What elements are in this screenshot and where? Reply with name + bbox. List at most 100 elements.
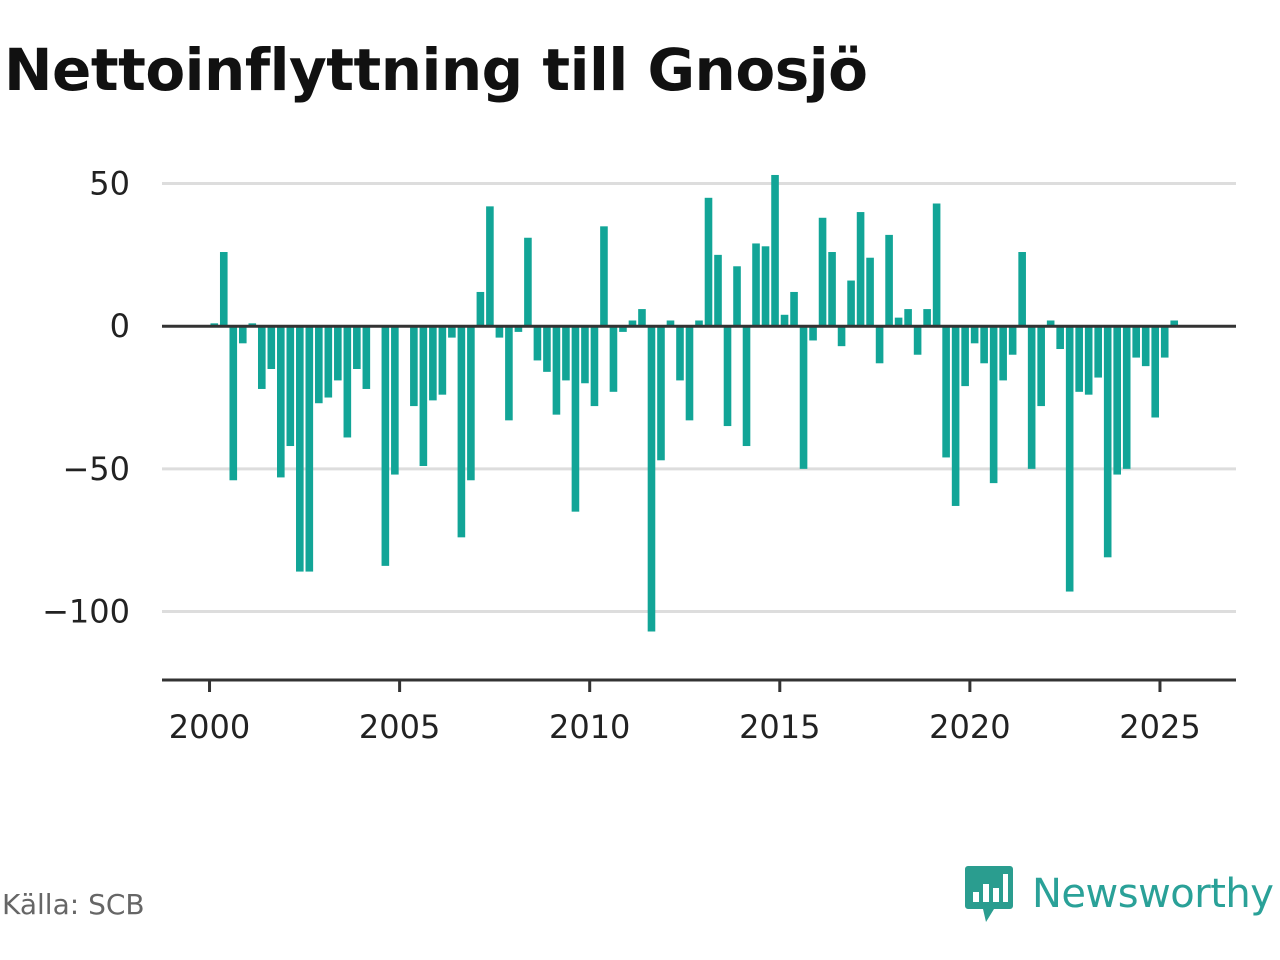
bar — [438, 326, 447, 395]
gridlines — [162, 182, 1236, 614]
x-tick-label: 2020 — [929, 708, 1010, 746]
bar — [1008, 326, 1017, 355]
bar — [1075, 326, 1083, 392]
bar — [296, 326, 304, 572]
bar — [932, 203, 941, 327]
bar — [419, 326, 428, 467]
x-tick-label: 2025 — [1119, 708, 1200, 746]
bar — [334, 326, 342, 381]
bar — [267, 326, 276, 369]
bar — [457, 326, 466, 538]
bar — [229, 326, 238, 481]
bar — [277, 326, 285, 478]
bar — [1065, 326, 1074, 592]
bar — [923, 309, 931, 327]
bar — [305, 326, 314, 572]
bar — [1056, 326, 1064, 350]
bar — [315, 326, 323, 404]
bar — [894, 317, 903, 327]
y-tick-label: −50 — [62, 450, 130, 488]
bar — [723, 326, 732, 427]
bar — [524, 237, 532, 327]
bar — [913, 326, 922, 355]
bar — [1037, 326, 1045, 407]
bar — [704, 197, 713, 327]
bar — [999, 326, 1007, 381]
bar — [571, 326, 580, 512]
bar — [381, 326, 390, 566]
x-tick-label: 2005 — [359, 708, 440, 746]
bar — [780, 314, 789, 327]
bar — [961, 326, 969, 387]
newsworthy-logo-icon — [965, 866, 1013, 922]
bar — [818, 217, 827, 327]
bar — [666, 320, 675, 327]
bar — [467, 326, 475, 481]
bar — [856, 212, 865, 327]
bar — [1103, 326, 1112, 558]
bar — [695, 320, 703, 327]
bar — [1084, 326, 1093, 395]
x-tick-label: 2010 — [549, 708, 630, 746]
bar — [1027, 326, 1036, 469]
bar — [790, 291, 798, 327]
bar — [742, 326, 751, 447]
bar — [799, 326, 808, 469]
x-tick-label: 2015 — [739, 708, 820, 746]
bar — [600, 226, 608, 327]
bar — [771, 174, 779, 327]
bar — [1046, 320, 1055, 327]
bar — [989, 326, 998, 484]
bar — [495, 326, 504, 338]
bar — [685, 326, 694, 421]
bar — [628, 320, 637, 327]
bars — [210, 174, 1179, 632]
bar — [533, 326, 542, 361]
bar — [1094, 326, 1102, 378]
bar — [410, 326, 418, 407]
bar — [362, 326, 371, 389]
bar — [647, 326, 656, 632]
bar — [676, 326, 684, 381]
bar — [866, 257, 874, 327]
bar — [638, 309, 646, 327]
bar — [219, 252, 228, 327]
bar — [581, 326, 589, 384]
bar-chart: 50 0 −50 −100 2000 2005 2010 2015 2020 2025 — [42, 165, 1236, 746]
bar — [286, 326, 295, 447]
newsworthy-brand[interactable]: Newsworthy — [964, 864, 1274, 924]
bar — [324, 326, 333, 398]
y-tick-label: −100 — [42, 593, 130, 631]
bar — [980, 326, 988, 364]
source-note: Källa: SCB — [2, 888, 145, 921]
bar — [609, 326, 618, 392]
bar — [476, 291, 485, 327]
chart-title: Nettoinflyttning till Gnosjö — [4, 36, 868, 104]
bar — [951, 326, 960, 506]
bar — [429, 326, 437, 401]
bar — [1018, 252, 1026, 327]
bar — [505, 326, 513, 421]
bar — [1132, 326, 1141, 358]
x-axis-ticks: 2000 2005 2010 2015 2020 2025 — [169, 680, 1201, 746]
y-axis-ticks: 50 0 −50 −100 — [42, 165, 130, 631]
bar — [590, 326, 599, 407]
bar — [619, 326, 627, 332]
bar — [543, 326, 551, 372]
bar — [761, 246, 770, 327]
bar — [1141, 326, 1150, 367]
bar — [1170, 320, 1179, 327]
bar — [837, 326, 846, 347]
bar — [809, 326, 817, 341]
bar — [875, 326, 884, 364]
bar — [552, 326, 561, 415]
y-tick-label: 50 — [89, 165, 130, 203]
bar — [514, 326, 523, 332]
bar — [752, 243, 760, 327]
bar — [904, 309, 912, 327]
bar — [657, 326, 665, 461]
bar — [828, 252, 836, 327]
bar — [257, 326, 266, 389]
bar — [847, 280, 855, 327]
bar — [343, 326, 352, 438]
